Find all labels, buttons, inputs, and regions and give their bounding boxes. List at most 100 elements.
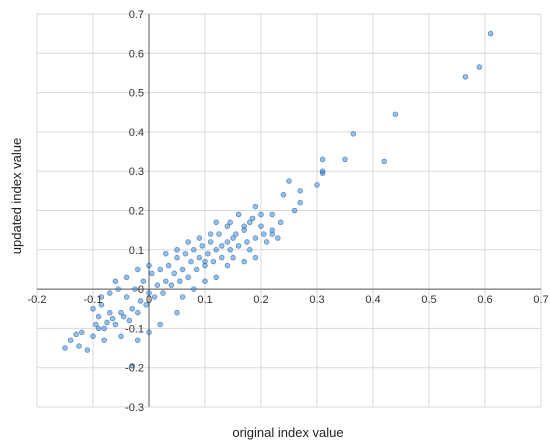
data-point-75 (171, 270, 177, 277)
data-point-111 (210, 258, 217, 265)
data-point-20 (258, 223, 264, 229)
y-tick-label-7: 0.4 (129, 127, 144, 139)
data-point-70 (129, 306, 135, 312)
data-point-26 (247, 247, 253, 253)
data-point-2 (462, 74, 469, 80)
data-point-89 (165, 262, 172, 269)
data-point-110 (202, 262, 208, 269)
data-point-88 (157, 266, 163, 273)
data-point-12 (286, 178, 292, 184)
data-point-84 (123, 294, 130, 300)
y-tick-label-5: 0.2 (129, 206, 144, 218)
data-point-73 (154, 282, 161, 288)
data-point-98 (101, 325, 107, 332)
data-point-61 (174, 247, 180, 253)
data-point-123 (233, 231, 239, 237)
data-point-3 (392, 111, 399, 117)
x-tick-label-3: 0.1 (197, 294, 212, 306)
data-point-1 (476, 64, 483, 70)
y-tick-label-3: 0 (138, 284, 144, 296)
data-point-91 (182, 250, 189, 257)
data-point-93 (199, 243, 205, 249)
data-point-47 (98, 302, 105, 308)
data-point-76 (179, 266, 186, 273)
data-point-118 (269, 227, 275, 233)
data-point-25 (230, 235, 236, 241)
data-point-114 (235, 243, 242, 249)
data-point-36 (84, 347, 91, 353)
data-point-46 (90, 306, 96, 312)
data-point-109 (193, 266, 200, 273)
x-tick-label-0: -0.2 (28, 294, 47, 306)
data-point-81 (98, 294, 105, 300)
data-point-82 (107, 290, 113, 296)
y-tick-label-4: 0.1 (129, 245, 144, 257)
data-point-56 (112, 278, 119, 284)
y-tick-label-9: 0.6 (129, 48, 144, 60)
data-point-78 (196, 254, 203, 261)
data-point-10 (314, 182, 320, 188)
data-point-122 (241, 223, 247, 229)
data-point-17 (252, 203, 259, 210)
data-point-44 (101, 337, 107, 343)
data-point-106 (168, 282, 175, 288)
data-point-41 (73, 331, 79, 338)
data-point-22 (247, 219, 253, 226)
data-point-50 (146, 329, 152, 336)
y-tick-label-8: 0.5 (129, 88, 144, 100)
data-point-5 (381, 158, 387, 165)
x-tick-label-5: 0.3 (309, 294, 324, 306)
data-point-80 (213, 247, 219, 253)
data-point-72 (146, 290, 152, 296)
data-point-69 (121, 313, 127, 320)
data-point-113 (227, 247, 233, 253)
data-point-121 (249, 215, 256, 222)
data-point-24 (235, 211, 242, 218)
data-point-7 (319, 156, 326, 163)
data-point-95 (216, 231, 222, 237)
data-point-92 (191, 247, 197, 253)
data-point-30 (252, 254, 259, 261)
data-point-96 (224, 239, 231, 245)
data-point-102 (135, 309, 141, 316)
x-tick-label-6: 0.4 (365, 294, 380, 306)
data-point-112 (219, 254, 225, 261)
y-axis-title: updated index value (9, 138, 24, 254)
x-axis-title: original index value (232, 425, 343, 440)
data-point-124 (227, 219, 233, 226)
data-point-120 (258, 211, 264, 218)
data-point-105 (160, 290, 166, 296)
y-tick-label-1: -0.2 (125, 363, 144, 375)
data-point-83 (115, 286, 121, 292)
data-point-94 (207, 239, 214, 245)
data-point-28 (213, 219, 219, 226)
data-point-58 (135, 266, 141, 273)
data-point-4 (350, 131, 357, 137)
data-point-42 (90, 333, 96, 340)
data-point-38 (62, 345, 68, 351)
data-point-68 (112, 321, 119, 328)
data-point-59 (146, 262, 152, 269)
data-point-6 (342, 156, 348, 163)
x-tick-label-1: -0.1 (84, 294, 103, 306)
data-point-116 (252, 235, 259, 241)
horizontal-gridlines (37, 13, 541, 408)
data-point-18 (275, 235, 281, 241)
data-point-87 (149, 270, 155, 277)
data-point-45 (118, 333, 124, 340)
data-point-14 (280, 192, 287, 198)
data-point-54 (179, 294, 186, 300)
data-point-48 (107, 309, 113, 316)
y-tick-label-0: -0.3 (125, 402, 144, 414)
data-point-119 (277, 219, 284, 226)
data-point-60 (163, 250, 169, 257)
y-tick-label-2: -0.1 (125, 323, 144, 335)
data-point-40 (79, 329, 85, 336)
data-point-62 (185, 239, 191, 245)
data-point-34 (213, 274, 219, 281)
data-points (62, 30, 494, 369)
data-point-74 (163, 278, 169, 284)
data-point-51 (157, 321, 163, 328)
data-point-15 (291, 207, 298, 214)
